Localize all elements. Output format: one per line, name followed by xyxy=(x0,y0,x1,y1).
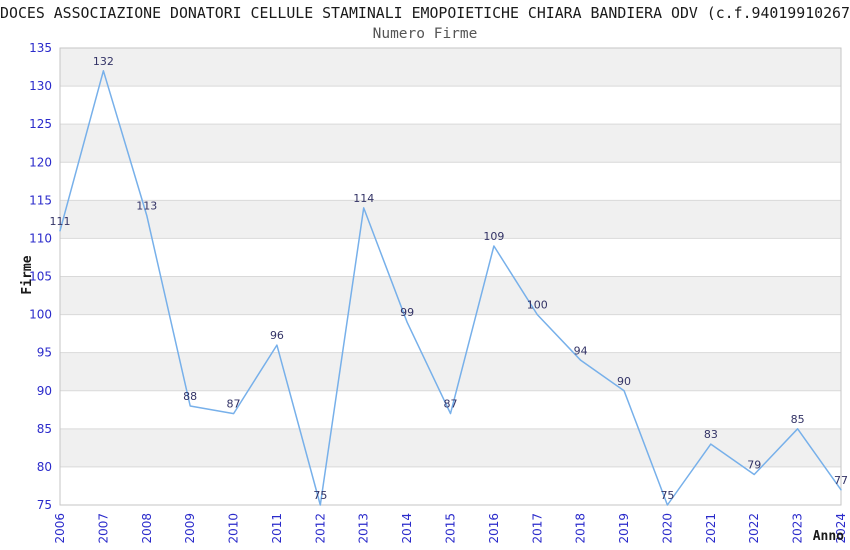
data-label: 109 xyxy=(483,230,504,243)
x-tick-label: 2015 xyxy=(444,513,458,544)
data-label: 87 xyxy=(444,398,458,411)
x-tick-label: 2020 xyxy=(660,513,674,544)
y-tick-label: 120 xyxy=(29,155,52,169)
data-label: 83 xyxy=(704,428,718,441)
y-tick-label: 95 xyxy=(37,346,52,360)
data-label: 111 xyxy=(50,215,71,228)
plot-band xyxy=(60,200,841,239)
plot-border xyxy=(59,47,842,506)
y-tick-label: 135 xyxy=(29,41,52,55)
x-tick-label: 2024 xyxy=(834,513,848,544)
x-tick-label: 2023 xyxy=(791,513,805,544)
y-tick-label: 125 xyxy=(29,117,52,131)
y-tick-label: 110 xyxy=(29,231,52,245)
x-tick-label: 2006 xyxy=(53,513,67,544)
x-tick-label: 2014 xyxy=(400,513,414,544)
x-tick-label: 2021 xyxy=(704,513,718,544)
data-label: 132 xyxy=(93,55,114,68)
y-tick-label: 85 xyxy=(37,422,52,436)
x-tick-label: 2019 xyxy=(617,513,631,544)
data-label: 113 xyxy=(136,200,157,213)
y-axis-title: Firme xyxy=(20,255,35,295)
y-tick-label: 105 xyxy=(29,270,52,284)
y-tick-label: 115 xyxy=(29,193,52,207)
x-tick-label: 2010 xyxy=(227,513,241,544)
x-tick-label: 2018 xyxy=(574,513,588,544)
x-tick-label: 2008 xyxy=(140,513,154,544)
x-tick-label: 2009 xyxy=(183,513,197,544)
plot-band xyxy=(60,124,841,163)
data-label: 114 xyxy=(353,192,374,205)
data-label: 99 xyxy=(400,306,414,319)
plot-band xyxy=(60,428,841,467)
x-tick-label: 2022 xyxy=(747,513,761,544)
x-tick-label: 2012 xyxy=(313,513,327,544)
data-label: 79 xyxy=(747,459,761,472)
data-label: 94 xyxy=(574,344,588,357)
chart-title: DOCES ASSOCIAZIONE DONATORI CELLULE STAM… xyxy=(0,4,850,22)
y-tick-label: 75 xyxy=(37,498,52,512)
x-tick-label: 2007 xyxy=(96,513,110,544)
data-label: 85 xyxy=(791,413,805,426)
data-label: 87 xyxy=(227,398,241,411)
y-tick-label: 130 xyxy=(29,79,52,93)
plot-band xyxy=(60,276,841,315)
data-label: 90 xyxy=(617,375,631,388)
data-label: 88 xyxy=(183,390,197,403)
x-tick-label: 2016 xyxy=(487,513,501,544)
x-tick-label: 2013 xyxy=(357,513,371,544)
chart-subtitle: Numero Firme xyxy=(372,26,478,42)
data-label: 75 xyxy=(313,489,327,502)
y-tick-label: 80 xyxy=(37,460,52,474)
y-tick-label: 90 xyxy=(37,384,52,398)
data-label: 100 xyxy=(527,299,548,312)
x-axis-title: Anno xyxy=(812,529,844,544)
plot-band xyxy=(60,48,841,87)
plot-band xyxy=(60,352,841,391)
y-tick-label: 100 xyxy=(29,308,52,322)
data-label: 77 xyxy=(834,474,848,487)
data-label: 96 xyxy=(270,329,284,342)
series-line xyxy=(59,70,842,506)
x-tick-label: 2017 xyxy=(530,513,544,544)
data-label: 75 xyxy=(660,489,674,502)
x-tick-label: 2011 xyxy=(270,513,284,544)
